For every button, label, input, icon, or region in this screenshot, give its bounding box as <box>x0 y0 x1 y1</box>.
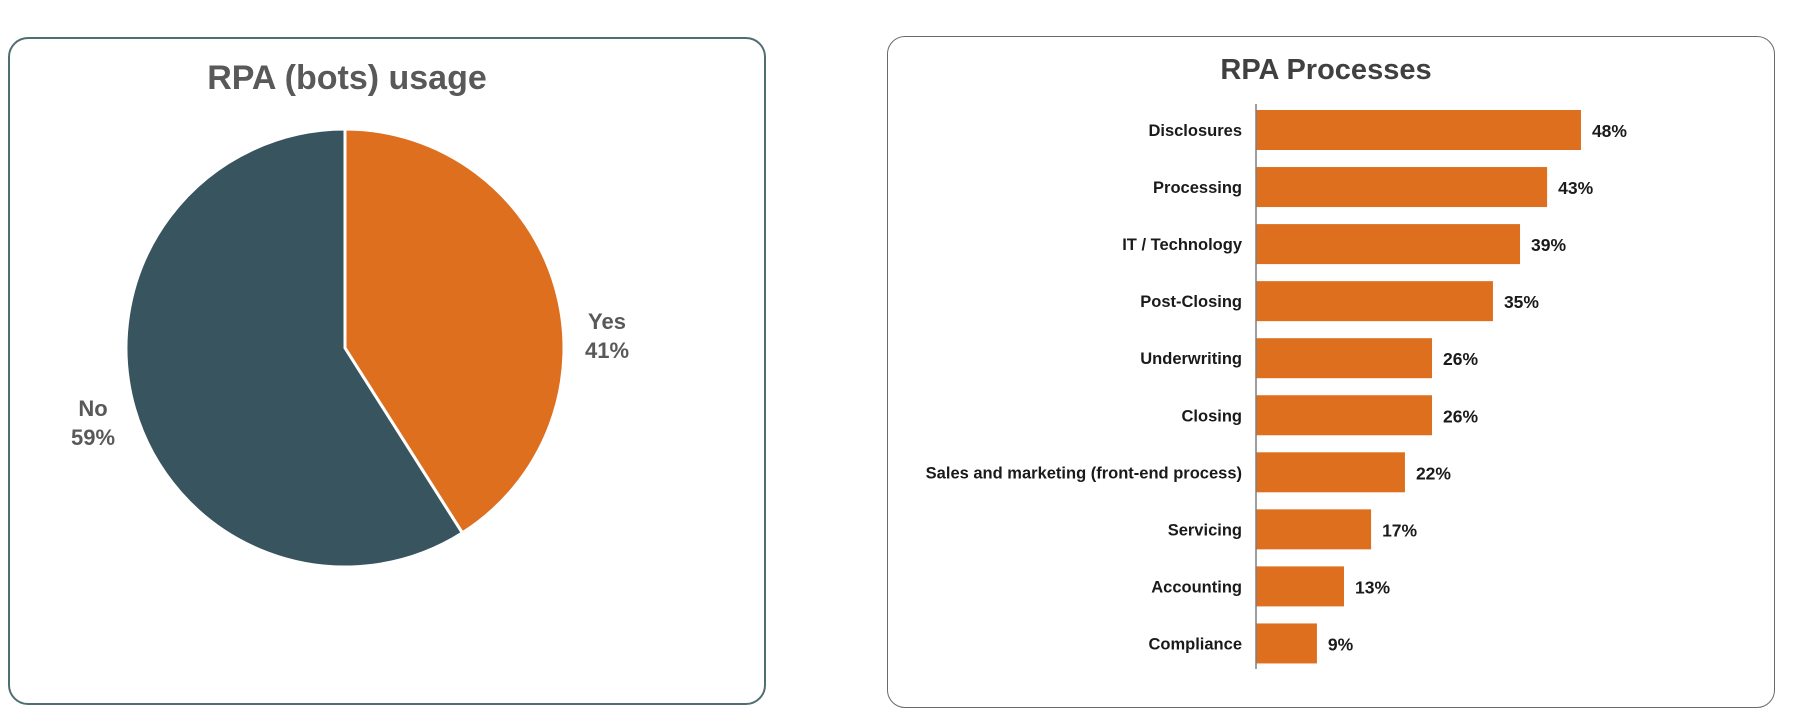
bar-servicing <box>1256 509 1372 550</box>
value-label-it-technology: 39% <box>1531 235 1566 255</box>
category-label-accounting: Accounting <box>1151 578 1242 596</box>
value-label-post-closing: 35% <box>1504 292 1539 312</box>
value-label-servicing: 17% <box>1382 520 1417 540</box>
value-label-accounting: 13% <box>1355 577 1390 597</box>
pie-chart: RPA (bots) usage Yes 41% No 59% <box>71 59 629 569</box>
category-label-processing: Processing <box>1153 179 1242 197</box>
category-label-post-closing: Post-Closing <box>1140 293 1242 311</box>
value-label-closing: 26% <box>1443 406 1478 426</box>
bar-it-technology <box>1256 224 1521 265</box>
value-label-compliance: 9% <box>1328 634 1354 654</box>
pie-label-yes: Yes <box>588 309 626 334</box>
pie-chart-title: RPA (bots) usage <box>207 59 487 97</box>
bar-compliance <box>1256 623 1317 664</box>
bar-marks: Disclosures 48% Processing 43% IT / Technolo… <box>926 110 1627 664</box>
bar-underwriting <box>1256 338 1433 379</box>
category-label-it-technology: IT / Technology <box>1122 236 1243 254</box>
bar-chart-panel: RPA Processes Disclosures 48% Processing 43… <box>887 36 1775 708</box>
category-label-closing: Closing <box>1182 407 1243 425</box>
bar-closing <box>1256 395 1433 436</box>
bar-sales-and-marketing-front-end-process <box>1256 452 1405 493</box>
value-label-processing: 43% <box>1558 178 1593 198</box>
bar-accounting <box>1256 566 1345 607</box>
category-label-servicing: Servicing <box>1168 521 1242 539</box>
category-label-disclosures: Disclosures <box>1148 122 1242 140</box>
value-label-underwriting: 26% <box>1443 349 1478 369</box>
pie-slices <box>124 127 566 569</box>
category-label-compliance: Compliance <box>1148 635 1242 653</box>
pie-slice-no <box>124 127 464 569</box>
bar-chart-title: RPA Processes <box>1220 54 1431 86</box>
pie-chart-panel: RPA (bots) usage Yes 41% No 59% <box>8 37 766 705</box>
value-label-sales-and-marketing-front-end-process: 22% <box>1416 463 1451 483</box>
category-label-sales-and-marketing-front-end-process: Sales and marketing (front-end process) <box>926 464 1242 482</box>
pie-label-no: No <box>78 396 107 421</box>
category-label-underwriting: Underwriting <box>1140 350 1242 368</box>
bar-disclosures <box>1256 110 1581 150</box>
pie-value-label-no: 59% <box>71 425 115 450</box>
pie-value-label-yes: 41% <box>585 338 629 363</box>
value-label-disclosures: 48% <box>1592 121 1627 141</box>
bar-post-closing <box>1256 281 1493 322</box>
bar-processing <box>1256 167 1548 208</box>
pie-labels: Yes 41% No 59% <box>71 309 629 450</box>
bar-chart: RPA Processes Disclosures 48% Processing 43… <box>926 54 1627 669</box>
